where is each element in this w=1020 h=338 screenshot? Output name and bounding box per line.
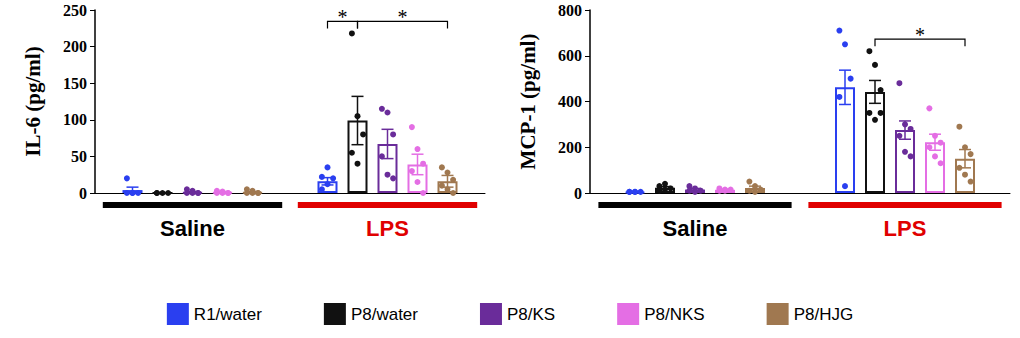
svg-text:MCP-1 (pg/ml): MCP-1 (pg/ml) <box>516 34 540 170</box>
svg-text:R1/water: R1/water <box>194 305 262 324</box>
svg-text:50: 50 <box>71 148 87 165</box>
svg-text:Saline: Saline <box>160 216 225 241</box>
svg-text:*: * <box>398 6 408 28</box>
svg-text:*: * <box>338 6 348 28</box>
svg-text:100: 100 <box>63 111 87 128</box>
svg-text:IL-6 (pg/ml): IL-6 (pg/ml) <box>21 46 45 156</box>
svg-text:200: 200 <box>63 38 87 55</box>
svg-text:Saline: Saline <box>663 216 728 241</box>
svg-text:600: 600 <box>558 47 582 64</box>
svg-text:800: 800 <box>558 2 582 19</box>
svg-text:P8/KS: P8/KS <box>507 305 555 324</box>
svg-text:400: 400 <box>558 93 582 110</box>
svg-text:250: 250 <box>63 2 87 19</box>
svg-text:LPS: LPS <box>884 216 927 241</box>
svg-text:P8/HJG: P8/HJG <box>794 305 854 324</box>
svg-text:0: 0 <box>574 185 582 202</box>
svg-text:LPS: LPS <box>366 216 409 241</box>
svg-text:150: 150 <box>63 75 87 92</box>
svg-text:*: * <box>915 24 925 46</box>
svg-text:200: 200 <box>558 139 582 156</box>
svg-text:0: 0 <box>79 185 87 202</box>
svg-text:P8/NKS: P8/NKS <box>644 305 704 324</box>
svg-text:P8/water: P8/water <box>351 305 418 324</box>
